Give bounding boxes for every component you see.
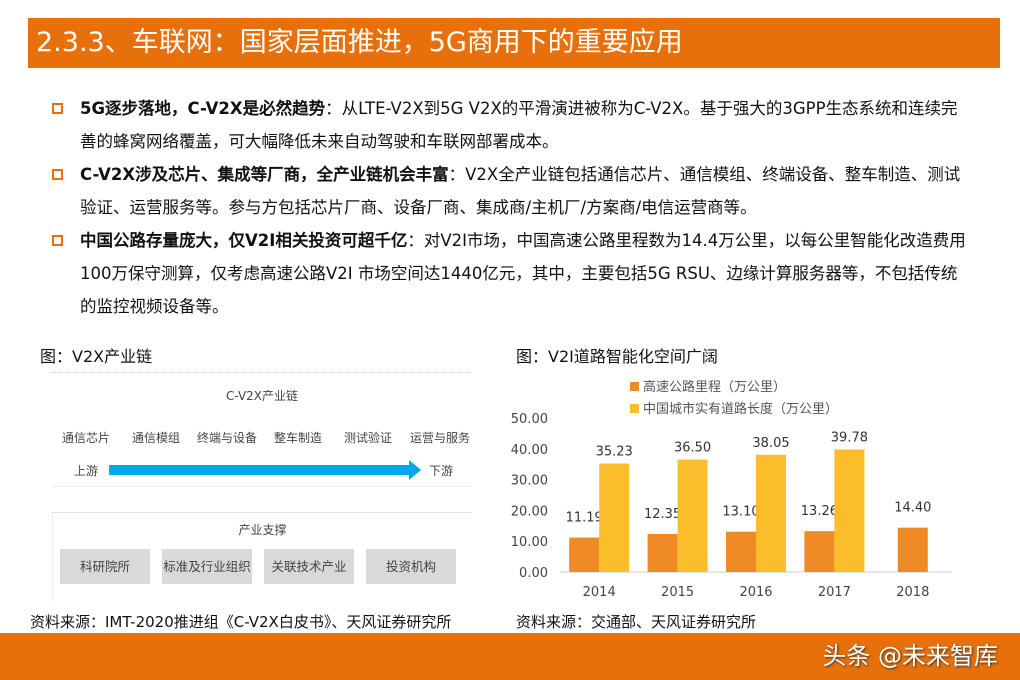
chain-step: 通信模组 [132,431,181,445]
figure-1-title: 图：V2X产业链 [40,347,153,366]
x-tick-label: 2016 [739,585,772,600]
chain-step: 终端与设备 [197,431,258,445]
bar [804,531,835,572]
legend-swatch [630,404,639,413]
y-tick-label: 30.00 [511,474,548,489]
bullet-item: 中国公路存量庞大，仅V2I相关投资可超千亿：对V2I市场，中国高速公路里程数为1… [52,224,972,323]
support-box: 关联技术产业 [264,549,354,584]
y-tick-label: 40.00 [511,443,548,458]
support-box: 标准及行业组织 [162,549,252,584]
page-title: 2.3.3、车联网：国家层面推进，5G商用下的重要应用 [28,18,1000,68]
data-label: 38.05 [752,436,789,451]
footer-bar: 头条 @未来智库 [0,633,1020,680]
y-tick-label: 10.00 [511,535,548,550]
data-label: 11.19 [566,511,603,526]
bullet-heading: 中国公路存量庞大，仅V2I相关投资可超千亿 [80,231,408,250]
data-label: 13.10 [722,505,759,520]
square-bullet-icon [52,103,63,114]
y-tick-label: 20.00 [511,504,548,519]
data-label: 36.50 [674,441,711,456]
bar [726,531,756,572]
road-length-bar-chart: 0.00 10.00 20.00 30.00 40.00 50.00 2014 11.19 35… [511,379,952,600]
chain-step: 测试验证 [344,431,393,445]
support-box: 科研院所 [60,549,150,584]
bullet-item: 5G逐步落地，C-V2X是必然趋势：从LTE-V2X到5G V2X的平滑演进被称… [52,92,972,158]
bullet-text: ：对V2I市场，中国高速公路里程数为14.4万公里，以每公里智能化改造费用100… [80,231,966,316]
square-bullet-icon [52,235,63,246]
y-tick-label: 50.00 [511,412,548,427]
bar [677,459,708,572]
x-tick-label: 2014 [583,585,616,600]
chain-step: 运营与服务 [410,431,471,445]
x-tick-label: 2018 [896,585,929,600]
chain-step: 整车制造 [274,431,323,445]
data-label: 39.78 [831,430,868,445]
data-label: 12.35 [644,507,681,522]
square-bullet-icon [52,169,63,180]
watermark: 头条 @未来智库 [822,642,998,670]
support-panel: 产业支撑 科研院所 标准及行业组织 关联技术产业 投资机构 [52,512,472,602]
bar [599,463,630,572]
support-box: 投资机构 [366,549,456,584]
bullet-text: ：V2X全产业链包括通信芯片、通信模组、终端设备、整车制造、测试验证、运营服务等… [80,165,961,217]
legend-swatch [630,382,639,391]
data-label: 14.40 [894,501,931,516]
support-title: 产业支撑 [238,523,287,537]
bullet-item: C-V2X涉及芯片、集成等厂商，全产业链机会丰富：V2X全产业链包括通信芯片、通… [52,158,972,224]
bar [569,537,600,572]
legend-label: 中国城市实有道路长度（万公里） [643,401,838,417]
legend-label: 高速公路里程（万公里） [643,379,786,395]
bar [897,527,928,572]
chain-panel: C-V2X产业链 通信芯片 通信模组 终端与设备 整车制造 测试验证 运营与服务… [52,372,472,487]
chain-step: 通信芯片 [62,431,111,445]
v2x-chain-diagram: C-V2X产业链 通信芯片 通信模组 终端与设备 整车制造 测试验证 运营与服务… [52,372,472,602]
downstream-label: 下游 [429,464,454,478]
bullet-heading: 5G逐步落地，C-V2X是必然趋势 [80,99,326,118]
bar [647,533,678,572]
data-label: 13.26 [801,504,838,519]
bullet-list: 5G逐步落地，C-V2X是必然趋势：从LTE-V2X到5G V2X的平滑演进被称… [52,92,972,323]
bar [834,449,865,572]
upstream-label: 上游 [74,464,99,478]
figure-2-title: 图：V2I道路智能化空间广阔 [516,347,718,366]
figure-1-source: 资料来源：IMT-2020推进组《C-V2X白皮书》、天风证券研究所 [30,613,452,631]
bar [756,454,786,572]
bullet-heading: C-V2X涉及芯片、集成等厂商，全产业链机会丰富 [80,165,449,184]
data-label: 35.23 [596,444,633,459]
arrow-right-icon [109,460,421,480]
bullet-text: ：从LTE-V2X到5G V2X的平滑演进被称为C-V2X。基于强大的3GPP生… [80,99,958,151]
x-tick-label: 2017 [818,585,851,600]
figure-2-source: 资料来源：交通部、天风证券研究所 [516,613,757,631]
y-tick-label: 0.00 [519,566,548,581]
chain-title: C-V2X产业链 [225,389,299,403]
x-tick-label: 2015 [661,585,694,600]
